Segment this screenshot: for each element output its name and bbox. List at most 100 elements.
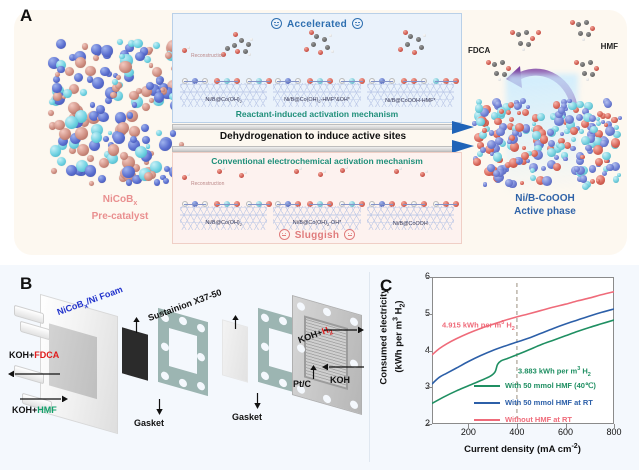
- legend-label-red: Without HMF at RT: [505, 415, 572, 424]
- gasket-window: [169, 327, 197, 375]
- accelerated-headline-row: Accelerated: [173, 18, 461, 30]
- surface-atom-row: [273, 200, 366, 209]
- hmf-label: HMF: [600, 42, 618, 51]
- conventional-mechanism-title: Conventional electrochemical activation …: [211, 156, 423, 166]
- mechanism-step: Ni/B@CoOOH: [364, 167, 459, 241]
- koh-inlet-label: KOH: [330, 375, 350, 385]
- fdca-outlet-arrow: [8, 364, 60, 382]
- hmf-inlet-prefix: KOH+: [12, 405, 38, 415]
- y-tick: 3: [424, 381, 430, 392]
- fdca-outlet-species: FDCA: [34, 350, 60, 360]
- panel-c-chart: 2 3 4 5 6 200 400 600 800 Consumed electricity …: [370, 265, 639, 470]
- h2-outlet-arrow: [324, 320, 364, 338]
- mechanism-step: Ni/B@CoOOH-HMF*: [364, 30, 459, 118]
- precatalyst-name: NiCoB: [102, 194, 134, 205]
- mechanism-step: Ni/B@Co(OH)2-HMF*&OH*: [270, 30, 366, 118]
- panel-a-letter: A: [20, 6, 33, 25]
- precatalyst-nanoparticle-cluster: [48, 38, 188, 188]
- surface-atom-row: [367, 77, 459, 86]
- fdca-outlet-prefix: KOH+: [9, 350, 35, 360]
- ptc-label: Pt/C: [293, 379, 311, 389]
- gasket-right-pointer-arrow: [254, 393, 261, 414]
- blue-arrow-head-bottom: [452, 140, 474, 153]
- substrate-lattice: [180, 83, 268, 107]
- step-label: Ni/B@Co(OH)2-OH*: [292, 219, 342, 227]
- step-label: Ni/B@CoOOH-HMF*: [385, 98, 436, 104]
- panel-c-letter: C: [380, 276, 393, 295]
- legend-label-green: With 50 mmol HMF (40℃): [505, 381, 596, 390]
- gasket-right-label: Gasket: [232, 412, 263, 422]
- active-phase-illustration: FDCA HMF Ni/B-CoOOH Active phase: [466, 10, 624, 238]
- y-tick: 6: [424, 271, 430, 281]
- substrate-lattice: [366, 206, 454, 230]
- active-phase-label: Ni/B-CoOOH Active phase: [466, 192, 624, 218]
- x-tick-mark: [468, 424, 470, 429]
- reactant-mechanism-steps: Reconstruction Ni/B@Co(OH)2: [177, 30, 459, 118]
- y-tick-mark: [427, 424, 432, 425]
- active-phase-lattice: [472, 98, 622, 190]
- legend-swatch-red: [474, 419, 500, 421]
- surface-atom-row: [180, 200, 272, 209]
- gasket-left-label: Gasket: [134, 418, 165, 428]
- y-tick-mark: [427, 350, 432, 352]
- legend-label-blue: With 50 mmol HMF at RT: [505, 398, 593, 407]
- conventional-mechanism-box: Conventional electrochemical activation …: [172, 152, 462, 244]
- y-tick-mark: [427, 387, 432, 389]
- active-phase-name: Ni/B-CoOOH: [515, 193, 575, 204]
- happy-face-icon-left: [271, 18, 282, 29]
- x-tick: 600: [557, 427, 574, 437]
- sluggish-headline-row: Sluggish: [173, 229, 461, 241]
- step-label: Ni/B@Co(OH)2-HMF*&OH*: [284, 96, 350, 104]
- step-label: Ni/B@Co(OH)2: [205, 96, 242, 104]
- substrate-lattice: [366, 83, 454, 107]
- arrow-bar-top: [172, 124, 454, 130]
- y-tick: 2: [424, 418, 430, 428]
- step-label: Ni/B@Co(OH)2: [205, 219, 242, 227]
- dehydrogenation-caption: Dehydrogenation to induce active sites: [219, 131, 407, 142]
- substrate-lattice: [273, 206, 361, 230]
- reactant-mechanism-title: Reactant-induced activation mechanism: [235, 109, 399, 119]
- mechanism-step: Reconstruction Ni/B@Co(OH)2: [177, 167, 272, 241]
- reactant-induced-mechanism-box: Accelerated Reconstruction: [172, 13, 462, 123]
- legend-swatch-blue: [474, 402, 500, 404]
- legend-swatch-green: [474, 385, 500, 387]
- hmf-inlet-arrow: [20, 389, 68, 407]
- chart-curves: [432, 283, 614, 418]
- accelerated-label: Accelerated: [287, 19, 347, 30]
- sluggish-label: Sluggish: [294, 230, 340, 241]
- electrode-suffix: /Ni Foam: [84, 284, 125, 307]
- y-tick: 4: [424, 344, 430, 355]
- x-tick-mark: [565, 424, 567, 429]
- gasket-left: [158, 307, 208, 397]
- endplate-flow-field: [49, 323, 97, 400]
- dehydrogenation-arrow-band: Dehydrogenation to induce active sites: [172, 121, 474, 153]
- gasket-left-pointer-arrow: [156, 399, 163, 420]
- conventional-mechanism-steps: Reconstruction Ni/B@Co(OH)2: [177, 166, 459, 241]
- blue-arrow-head-top: [452, 121, 474, 134]
- annotation-without-hmf: 4.915 kWh per m3 H2: [442, 320, 515, 332]
- sad-face-icon-left: [278, 229, 290, 240]
- precatalyst-role: Pre-catalyst: [91, 211, 149, 222]
- membrane-pointer-arrow: [232, 315, 239, 334]
- x-tick-mark: [516, 424, 518, 429]
- y-axis-label: Consumed electricity (kWh per m3 H2): [378, 288, 407, 385]
- hmf-inlet-label: KOH+HMF: [12, 405, 57, 415]
- x-tick-mark: [614, 424, 615, 429]
- chart-area: 2 3 4 5 6 200 400 600 800 Consumed electricity …: [370, 265, 639, 470]
- x-tick: 400: [509, 427, 525, 437]
- electrode-pointer-arrow: [133, 317, 140, 338]
- cell-right-endplate: [292, 294, 362, 416]
- y-tick: 5: [424, 307, 430, 318]
- ptc-pointer-arrow: [310, 365, 317, 384]
- substrate-lattice: [273, 83, 361, 107]
- substrate-lattice: [180, 206, 268, 230]
- reconstruction-note: Reconstruction: [191, 181, 225, 187]
- step-label: Ni/B@CoOOH: [392, 221, 428, 227]
- mechanism-step: Reconstruction Ni/B@Co(OH)2: [177, 30, 272, 118]
- fdca-label: FDCA: [468, 46, 491, 55]
- panel-b-letter: B: [20, 274, 33, 293]
- y-tick-mark: [427, 277, 432, 278]
- reconstruction-note: Reconstruction: [191, 53, 225, 59]
- panel-divider: [369, 272, 370, 462]
